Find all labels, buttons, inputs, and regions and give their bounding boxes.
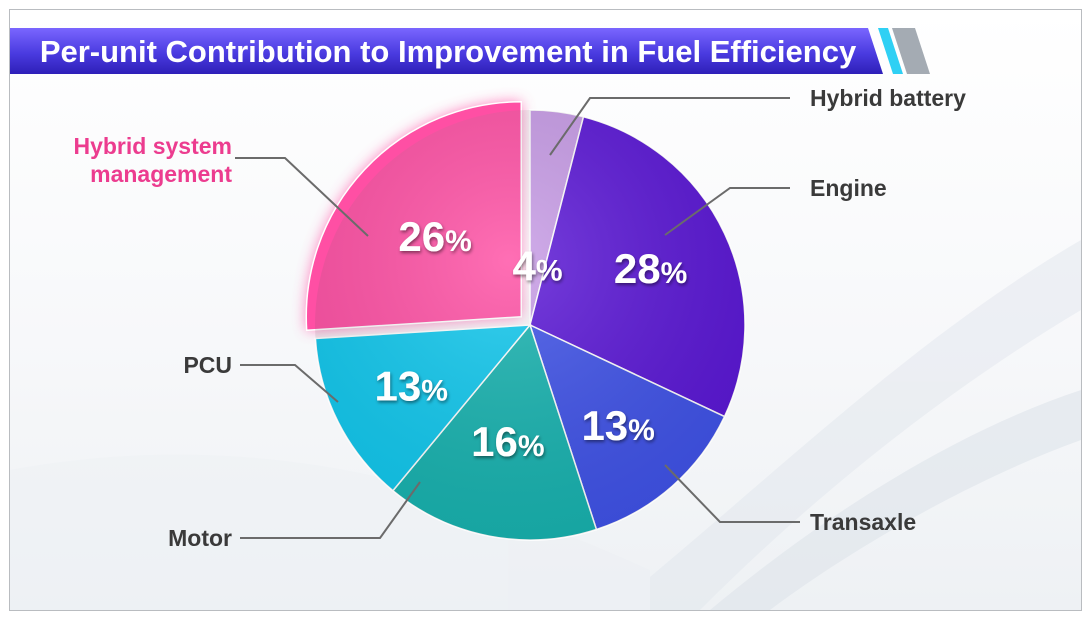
chart-title: Per-unit Contribution to Improvement in … <box>40 34 857 69</box>
title-bar: Per-unit Contribution to Improvement in … <box>10 28 930 74</box>
leader-lines <box>235 97 800 539</box>
category-label: Transaxle <box>810 509 916 535</box>
slice-value-label: 28% <box>614 245 687 292</box>
leader-line <box>549 97 790 156</box>
slice-value-label: 26% <box>398 213 471 260</box>
category-label: PCU <box>183 352 232 378</box>
category-labels: Hybrid battery Engine Transaxle Motor PCU Hyb… <box>73 85 966 551</box>
category-label: Hybrid system management <box>73 133 232 187</box>
leader-line <box>240 481 421 539</box>
category-label: Engine <box>810 175 887 201</box>
slice-value-labels: 4% 28% 13% 16% 13% 26% <box>375 213 688 465</box>
category-label: Hybrid battery <box>810 85 966 111</box>
slice-value-label: 16% <box>471 418 544 465</box>
leader-line <box>240 364 339 403</box>
leader-line <box>664 464 800 523</box>
pie-chart: Per-unit Contribution to Improvement in … <box>10 28 1081 610</box>
category-label: Motor <box>168 525 232 551</box>
leader-line <box>664 187 790 236</box>
slice-value-label: 13% <box>375 363 448 410</box>
slice-value-label: 13% <box>581 402 654 449</box>
slide-canvas: Per-unit Contribution to Improvement in … <box>9 9 1082 611</box>
pie-slices <box>305 101 746 541</box>
slice-value-label: 4% <box>513 242 563 289</box>
leader-line <box>235 157 369 237</box>
